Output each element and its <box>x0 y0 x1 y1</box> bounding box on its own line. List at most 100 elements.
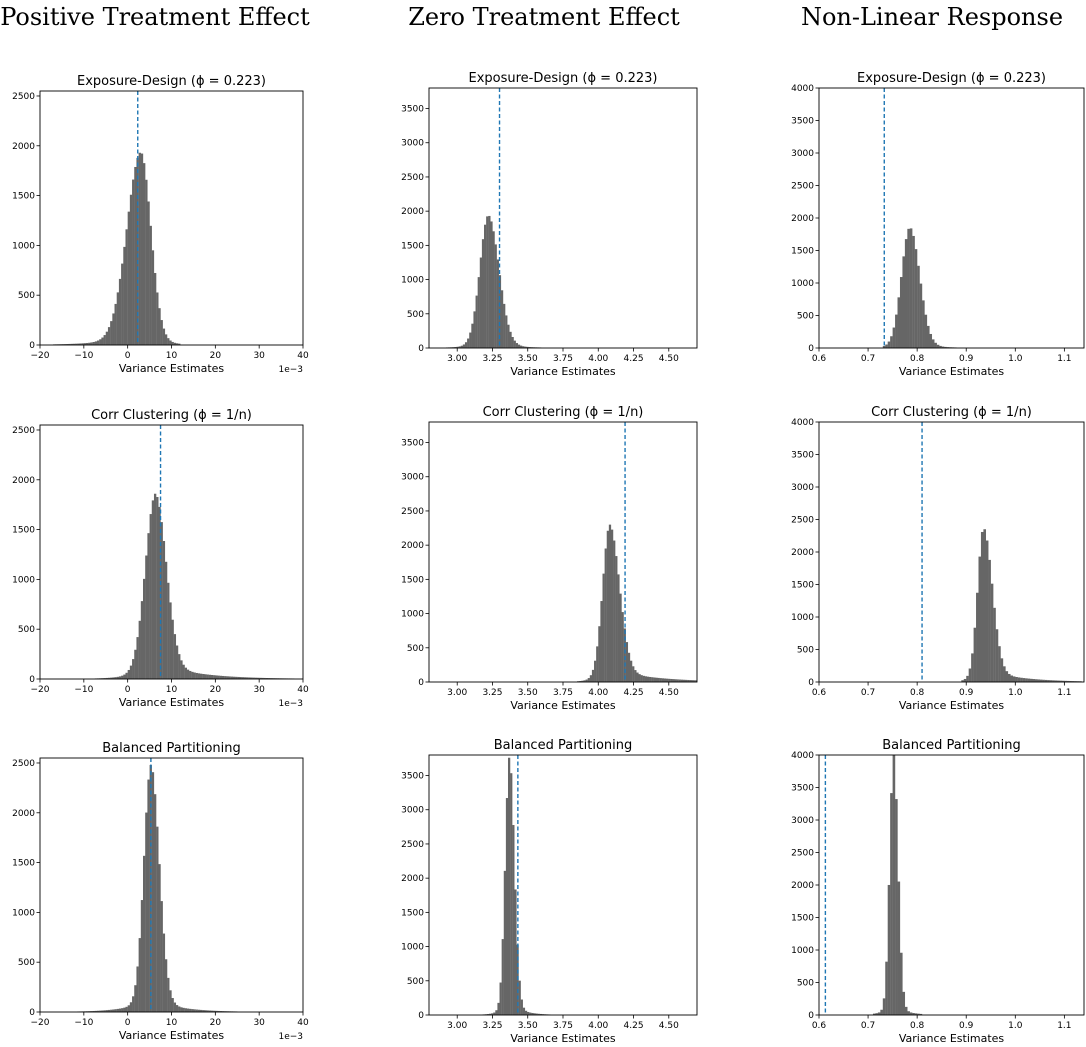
histogram-bar <box>197 673 201 679</box>
histogram-bar <box>112 313 115 345</box>
histogram-bar <box>924 314 928 348</box>
histogram-bar <box>657 677 660 682</box>
histogram-bar <box>162 933 166 1012</box>
histogram-bar <box>116 676 120 679</box>
x-tick-label: 1.1 <box>1057 688 1071 698</box>
y-tick-label: 1500 <box>12 859 35 869</box>
histogram-bar <box>79 343 82 345</box>
histogram-bar <box>527 1011 530 1015</box>
x-tick-label: 0.9 <box>959 688 974 698</box>
histogram-bar <box>680 679 684 682</box>
histogram-bar <box>248 677 251 679</box>
histogram-bar <box>517 344 521 348</box>
histogram-bar <box>145 812 148 1012</box>
histogram-bar <box>149 514 152 679</box>
histogram-bar <box>464 342 468 348</box>
histogram-bar <box>606 530 609 682</box>
y-tick-label: 2000 <box>791 548 814 558</box>
x-tick-label: 1.1 <box>1057 354 1071 364</box>
histogram-bar <box>103 1010 106 1012</box>
histogram-bar <box>892 327 896 348</box>
histogram-bar <box>519 345 523 348</box>
histogram-bar <box>909 228 913 348</box>
y-tick-label: 500 <box>797 646 814 656</box>
histogram-bar <box>617 574 620 682</box>
histogram-bar <box>186 1008 190 1012</box>
histogram-bar <box>1015 677 1018 682</box>
histogram-bar <box>689 680 692 682</box>
histogram-panel-zero-corr: 3.00 3.25 3.50 3.75 4.00 4.25 4.50 0 500 1000 1500… <box>401 405 698 712</box>
axes-frame <box>39 90 304 346</box>
y-tick-label: 2000 <box>12 142 35 152</box>
histogram-bar <box>602 573 605 682</box>
x-axis-label: Variance Estimates <box>510 1032 616 1045</box>
histogram-bar <box>204 1010 207 1012</box>
histogram-bar <box>1069 680 1072 682</box>
histogram-bar <box>143 163 146 345</box>
x-tick-label: 0 <box>125 351 131 361</box>
histogram-bar <box>132 179 135 345</box>
y-tick-label: 2500 <box>401 840 424 850</box>
x-tick-label: 0.7 <box>861 1021 875 1031</box>
histogram-bar <box>254 677 258 679</box>
histogram-bar <box>655 677 658 682</box>
y-tick-label: 4000 <box>791 84 814 94</box>
histogram-bar <box>169 602 172 679</box>
x-tick-label: 0.8 <box>910 354 925 364</box>
histogram-bar <box>259 677 262 679</box>
y-tick-label: 0 <box>808 344 814 354</box>
histogram-bar <box>121 675 124 679</box>
histogram-bar <box>914 1013 918 1015</box>
histogram-bars <box>872 755 923 1015</box>
histogram-bar <box>922 300 925 348</box>
x-tick-label: −20 <box>31 351 50 361</box>
y-tick-label: 2500 <box>791 516 814 526</box>
histogram-bar <box>939 345 942 348</box>
histogram-bar <box>985 540 989 682</box>
y-tick-label: 2500 <box>401 173 424 183</box>
y-tick-label: 1000 <box>12 241 35 251</box>
y-tick-label: 0 <box>808 1011 814 1021</box>
histogram-bar <box>990 583 994 682</box>
histogram-bar <box>998 646 1001 682</box>
x-tick-label: 0.6 <box>812 688 827 698</box>
histogram-bar <box>123 674 126 679</box>
histogram-bar <box>125 229 128 345</box>
histogram-bar <box>670 678 673 682</box>
histogram-bar <box>226 676 229 679</box>
histogram-bar <box>127 669 131 679</box>
histogram-bar <box>978 556 982 682</box>
histogram-bar <box>638 674 641 682</box>
histogram-bar <box>456 346 459 348</box>
histogram-bar <box>505 798 509 1015</box>
x-tick-label: 0.7 <box>861 354 875 364</box>
histogram-bar <box>897 881 901 1015</box>
y-tick-label: 1500 <box>401 908 424 918</box>
x-axis-label: Variance Estimates <box>119 1029 225 1042</box>
histogram-bar <box>210 1010 214 1012</box>
histogram-bar <box>173 342 177 345</box>
histogram-bar <box>490 221 493 348</box>
histogram-bar <box>649 676 652 682</box>
histogram-bar <box>213 1010 216 1012</box>
y-tick-label: 1500 <box>12 192 35 202</box>
histogram-bar <box>533 1013 536 1015</box>
histogram-bar <box>1059 680 1063 682</box>
x-tick-label: 4.25 <box>624 354 644 364</box>
histogram-bar <box>976 592 979 682</box>
histogram-bar <box>522 346 525 348</box>
histogram-bar <box>114 303 117 345</box>
histogram-bar <box>511 337 514 348</box>
histogram-bar <box>630 660 633 682</box>
x-tick-label: 1.1 <box>1057 1021 1071 1031</box>
histogram-panel-pos-corr: −20 −10 0 10 20 30 40 0 500 1000 1500 2000 2500 Corr … <box>12 408 309 709</box>
histogram-bar <box>640 675 643 682</box>
histogram-bar <box>600 601 603 682</box>
histogram-bar <box>123 1007 126 1012</box>
histogram-bar <box>632 666 635 682</box>
histogram-bar <box>195 672 198 679</box>
x-axis-label: Variance Estimates <box>510 699 616 712</box>
histogram-bar <box>598 626 601 682</box>
histogram-bar <box>105 1010 109 1012</box>
